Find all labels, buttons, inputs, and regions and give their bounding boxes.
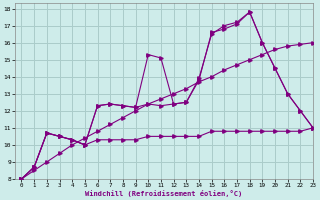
X-axis label: Windchill (Refroidissement éolien,°C): Windchill (Refroidissement éolien,°C) (85, 190, 243, 197)
